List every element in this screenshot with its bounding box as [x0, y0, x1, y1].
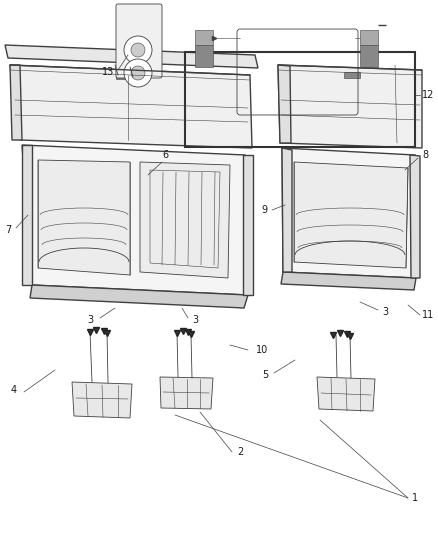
Text: 10: 10 — [256, 345, 268, 355]
Circle shape — [131, 43, 145, 57]
Polygon shape — [5, 45, 258, 68]
Text: 3: 3 — [382, 307, 388, 317]
Text: 13: 13 — [102, 67, 114, 77]
Polygon shape — [140, 162, 230, 278]
Polygon shape — [30, 285, 248, 308]
Polygon shape — [38, 160, 130, 275]
Bar — [185, 52, 415, 147]
Bar — [195, 45, 213, 67]
Polygon shape — [281, 272, 416, 290]
Polygon shape — [160, 377, 213, 409]
Polygon shape — [282, 148, 416, 278]
Circle shape — [124, 36, 152, 64]
Text: 5: 5 — [262, 370, 268, 380]
Polygon shape — [294, 162, 408, 268]
Text: 2: 2 — [237, 447, 243, 457]
Polygon shape — [72, 382, 132, 418]
Bar — [344, 72, 360, 78]
Bar — [360, 45, 378, 67]
Text: 11: 11 — [422, 310, 434, 320]
Polygon shape — [278, 65, 291, 143]
Text: 1: 1 — [412, 493, 418, 503]
FancyBboxPatch shape — [116, 4, 162, 78]
Bar — [360, 30, 378, 45]
Text: 3: 3 — [87, 315, 93, 325]
Text: 12: 12 — [422, 90, 434, 100]
Text: 4: 4 — [11, 385, 17, 395]
Text: 3: 3 — [192, 315, 198, 325]
Text: 7: 7 — [5, 225, 11, 235]
Text: 6: 6 — [162, 150, 168, 160]
Text: 8: 8 — [422, 150, 428, 160]
Circle shape — [131, 66, 145, 80]
Bar — [116, 71, 130, 79]
Polygon shape — [22, 145, 32, 285]
Bar — [195, 30, 213, 45]
Polygon shape — [317, 377, 375, 411]
Polygon shape — [243, 155, 253, 295]
Polygon shape — [10, 65, 252, 148]
Polygon shape — [410, 155, 420, 278]
Circle shape — [124, 59, 152, 87]
Polygon shape — [278, 65, 422, 148]
Polygon shape — [282, 148, 292, 272]
Polygon shape — [22, 145, 248, 295]
Text: 9: 9 — [261, 205, 267, 215]
Polygon shape — [10, 65, 22, 140]
